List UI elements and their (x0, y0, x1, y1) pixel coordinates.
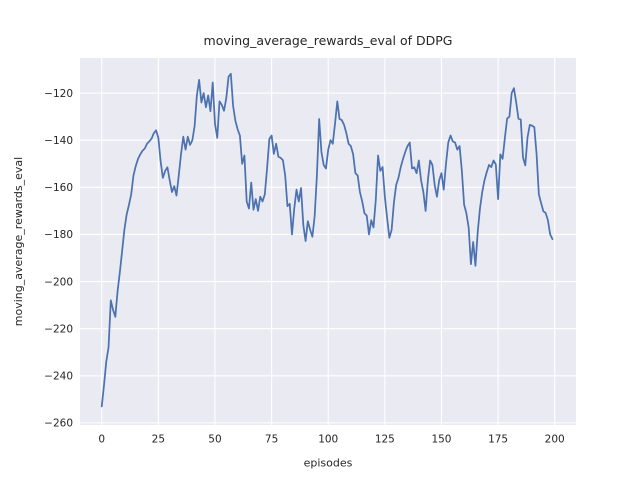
y-tick-label: −180 (44, 229, 73, 241)
x-tick-labels: 0 25 50 75 100 125 150 175 200 (98, 434, 564, 446)
y-tick-label: −220 (44, 323, 73, 335)
y-tick-label: −140 (44, 135, 73, 147)
y-tick-labels: −120 −140 −160 −180 −200 −220 −240 −260 (44, 88, 73, 430)
x-tick-label: 25 (152, 434, 165, 446)
x-tick-label: 0 (98, 434, 105, 446)
x-tick-label: 100 (318, 434, 338, 446)
x-axis-label: episodes (304, 457, 353, 470)
y-axis-label: moving_average_rewards_eval (12, 157, 25, 326)
chart-title: moving_average_rewards_eval of DDPG (204, 33, 453, 48)
y-tick-label: −260 (44, 418, 73, 430)
x-tick-label: 75 (265, 434, 278, 446)
x-tick-label: 125 (375, 434, 395, 446)
x-tick-label: 150 (431, 434, 451, 446)
y-tick-label: −240 (44, 371, 73, 383)
reward-series-line (100, 72, 554, 408)
y-tick-label: −200 (44, 276, 73, 288)
y-tick-label: −160 (44, 182, 73, 194)
y-tick-label: −120 (44, 88, 73, 100)
x-tick-label: 50 (208, 434, 221, 446)
x-tick-label: 200 (545, 434, 565, 446)
x-tick-label: 175 (488, 434, 508, 446)
